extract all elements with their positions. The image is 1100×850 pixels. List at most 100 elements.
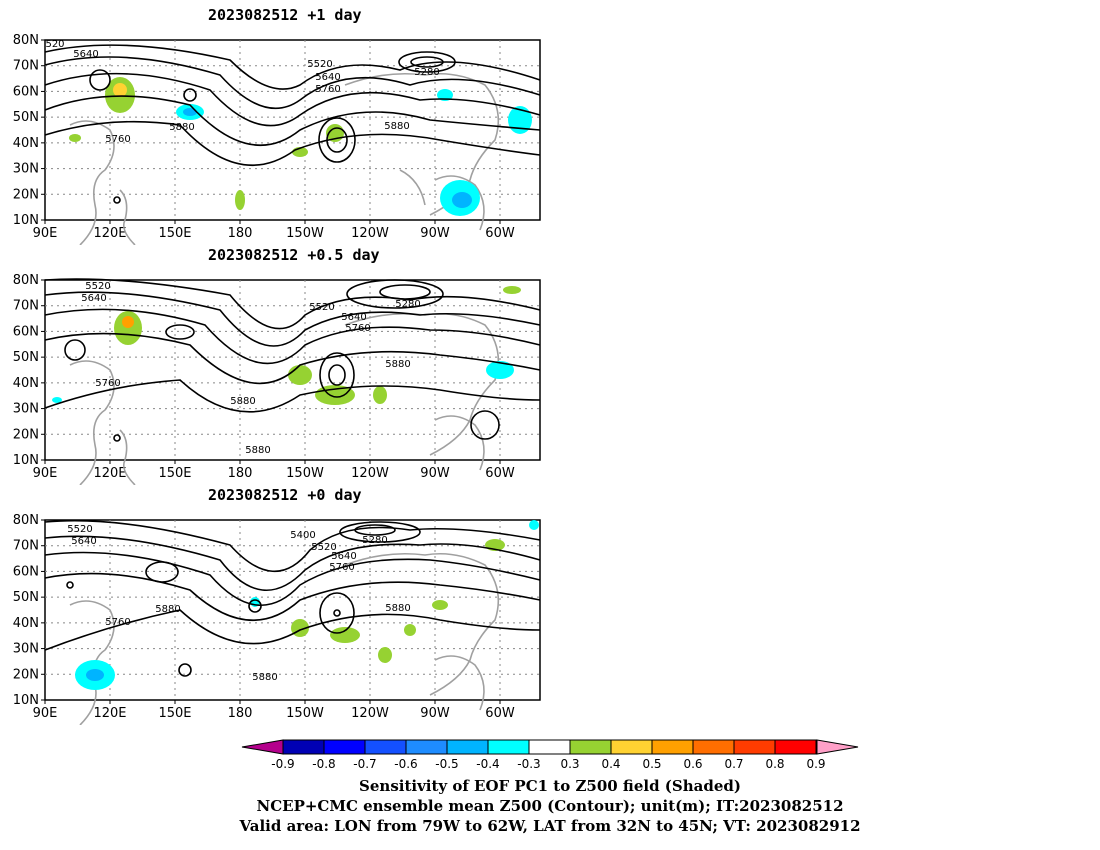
lon-label: 150E — [158, 466, 191, 481]
colorbar-box — [774, 739, 817, 755]
lat-label: 50N — [13, 350, 39, 365]
colorbar-box — [610, 739, 653, 755]
colorbar-tick-label: 0.3 — [560, 757, 579, 771]
contour-labels: 520 5640 5520 5640 5760 5280 5880 5760 5… — [45, 39, 439, 145]
lat-label: 30N — [13, 642, 39, 657]
colorbar-box — [733, 739, 776, 755]
lon-label: 180 — [228, 466, 253, 481]
lat-label: 10N — [13, 213, 39, 228]
contour-label: 5880 — [169, 122, 194, 133]
z500-contours — [44, 278, 541, 442]
colorbar-box — [405, 739, 448, 755]
lon-label: 150E — [158, 226, 191, 241]
lat-label: 80N — [13, 513, 39, 528]
contour-label: 5640 — [315, 72, 340, 83]
colorbar-box — [282, 739, 325, 755]
lat-label: 70N — [13, 539, 39, 554]
contour-label: 520 — [45, 39, 64, 50]
map-frame — [44, 519, 541, 701]
contour-labels: 5520 5640 5520 5280 5640 5760 5760 5880 … — [81, 281, 420, 456]
contour-label: 5880 — [385, 603, 410, 614]
contour-label: 5520 — [311, 542, 336, 553]
contour-label: 5880 — [230, 396, 255, 407]
lat-label: 10N — [13, 693, 39, 708]
colorbar-tick-label: -0.5 — [435, 757, 458, 771]
colorbar-tick-label: 0.4 — [601, 757, 620, 771]
contour-label: 5880 — [385, 359, 410, 370]
colorbar-tick-label: -0.6 — [394, 757, 417, 771]
contour-label: 5520 — [309, 302, 334, 313]
sensitivity-shading — [69, 77, 532, 216]
caption-line-3: Valid area: LON from 79W to 62W, LAT fro… — [239, 817, 861, 835]
colorbar-tick-label: -0.4 — [476, 757, 499, 771]
colorbar: -0.9 -0.8 -0.7 -0.6 -0.5 -0.4 -0.3 0.3 0.4 0.5 0.6… — [241, 739, 859, 771]
lat-label: 60N — [13, 84, 39, 99]
lon-label: 150W — [286, 706, 324, 721]
colorbar-tick-label: 0.6 — [683, 757, 702, 771]
colorbar-tick-label: 0.7 — [724, 757, 743, 771]
contour-label: 5760 — [345, 323, 370, 334]
contour-label: 5640 — [331, 551, 356, 562]
lat-label: 60N — [13, 324, 39, 339]
colorbar-low-arrow — [241, 739, 284, 755]
lon-label: 150W — [286, 226, 324, 241]
contour-label: 5280 — [395, 299, 420, 310]
colorbar-box — [446, 739, 489, 755]
lat-label: 30N — [13, 402, 39, 417]
contour-label: 5760 — [315, 84, 340, 95]
lon-label: 60W — [485, 466, 515, 481]
contour-label: 5400 — [290, 530, 315, 541]
colorbar-tick-label: -0.9 — [271, 757, 294, 771]
contour-label: 5880 — [384, 121, 409, 132]
colorbar-tick-label: -0.3 — [517, 757, 540, 771]
colorbar-tick-label: -0.8 — [312, 757, 335, 771]
lon-label: 120E — [93, 706, 126, 721]
caption-line-1: Sensitivity of EOF PC1 to Z500 field (Sh… — [359, 777, 741, 795]
contour-label: 5520 — [307, 59, 332, 70]
lon-label: 180 — [228, 226, 253, 241]
lon-label: 120W — [351, 466, 389, 481]
lon-label: 90W — [420, 466, 450, 481]
panel-title-1: 2023082512 +1 day — [208, 6, 362, 24]
lat-label: 10N — [13, 453, 39, 468]
contour-labels: 5520 5640 5400 5280 5520 5640 5760 5880 … — [67, 524, 410, 683]
lat-label: 30N — [13, 162, 39, 177]
lat-label: 50N — [13, 590, 39, 605]
lon-label: 120E — [93, 226, 126, 241]
lon-label: 60W — [485, 706, 515, 721]
panel-title-3: 2023082512 +0 day — [208, 486, 362, 504]
colorbar-box — [323, 739, 366, 755]
lat-label: 60N — [13, 564, 39, 579]
lon-label: 150W — [286, 466, 324, 481]
colorbar-box — [692, 739, 735, 755]
lon-label: 120W — [351, 226, 389, 241]
coastlines — [69, 552, 500, 725]
contour-label: 5520 — [85, 281, 110, 292]
contour-label: 5640 — [81, 293, 106, 304]
lat-label: 20N — [13, 667, 39, 682]
colorbar-box — [651, 739, 694, 755]
colorbar-high-arrow — [816, 739, 859, 755]
panel-title-2: 2023082512 +0.5 day — [208, 246, 380, 264]
colorbar-tick-label: 0.8 — [765, 757, 784, 771]
lon-label: 90W — [420, 226, 450, 241]
lon-label: 90E — [33, 466, 58, 481]
colorbar-box — [364, 739, 407, 755]
lat-label: 80N — [13, 33, 39, 48]
contour-label: 5280 — [362, 535, 387, 546]
lon-label: 150E — [158, 706, 191, 721]
contour-label: 5280 — [414, 67, 439, 78]
contour-label: 5640 — [341, 312, 366, 323]
lat-label: 40N — [13, 616, 39, 631]
colorbar-tick-label: 0.9 — [806, 757, 825, 771]
contour-label: 5520 — [67, 524, 92, 535]
colorbar-boxes — [282, 739, 817, 755]
lat-label: 80N — [13, 273, 39, 288]
contour-label: 5880 — [245, 445, 270, 456]
lat-label: 40N — [13, 136, 39, 151]
contour-label: 5640 — [71, 536, 96, 547]
